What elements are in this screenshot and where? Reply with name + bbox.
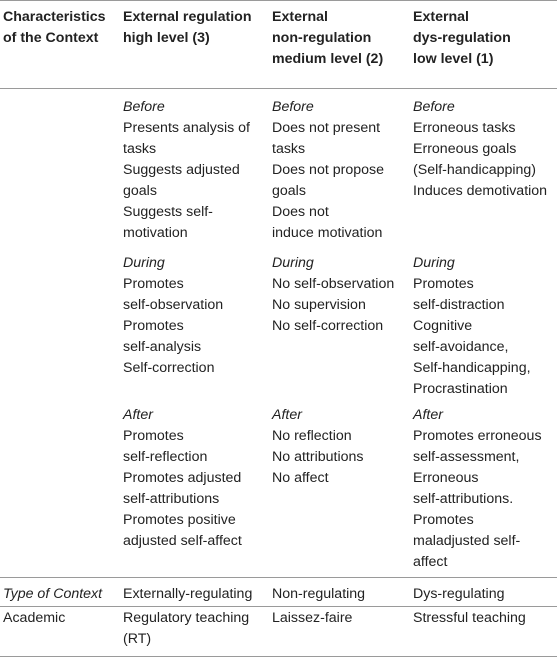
header-characteristics: Characteristics of the Context <box>3 9 106 46</box>
type-high-value: Externally-regulating <box>123 586 253 602</box>
phase-label: During <box>123 255 165 271</box>
phase-label: Before <box>272 99 314 115</box>
after-low-cell: After Promotes erroneous self-assessment… <box>413 407 542 570</box>
header-external-non-regulation: External non-regulation medium level (2) <box>272 9 384 67</box>
before-medium-cell: Before Does not present tasks Does not p… <box>272 99 384 241</box>
type-row-rule <box>0 577 557 578</box>
phase-label: After <box>272 407 302 423</box>
academic-row-rule <box>0 606 557 607</box>
phase-label: After <box>413 407 443 423</box>
academic-medium-value: Laissez-faire <box>272 610 353 626</box>
bottom-rule <box>0 656 557 657</box>
during-low-cell: During Promotes self-distraction Cogniti… <box>413 255 531 397</box>
phase-label: During <box>413 255 455 271</box>
phase-label: During <box>272 255 314 271</box>
type-low-value: Dys-regulating <box>413 586 505 602</box>
phase-label: Before <box>123 99 165 115</box>
header-external-dys-regulation: External dys-regulation low level (1) <box>413 9 511 67</box>
type-medium-value: Non-regulating <box>272 586 366 602</box>
top-rule <box>0 0 557 1</box>
header-rule <box>0 88 557 89</box>
after-medium-cell: After No reflection No attributions No a… <box>272 407 364 486</box>
during-medium-cell: During No self-observation No supervisio… <box>272 255 395 334</box>
during-high-cell: During Promotes self-observation Promote… <box>123 255 224 376</box>
academic-label: Academic <box>3 610 66 626</box>
academic-low-value: Stressful teaching <box>413 610 526 626</box>
type-of-context-label: Type of Context <box>3 586 103 602</box>
before-high-cell: Before Presents analysis of tasks Sugges… <box>123 99 250 241</box>
phase-label: After <box>123 407 153 423</box>
phase-label: Before <box>413 99 455 115</box>
after-high-cell: After Promotes self-reflection Promotes … <box>123 407 242 549</box>
header-external-regulation: External regulation high level (3) <box>123 9 252 46</box>
before-low-cell: Before Erroneous tasks Erroneous goals (… <box>413 99 548 199</box>
academic-high-value: Regulatory teaching (RT) <box>123 610 250 647</box>
